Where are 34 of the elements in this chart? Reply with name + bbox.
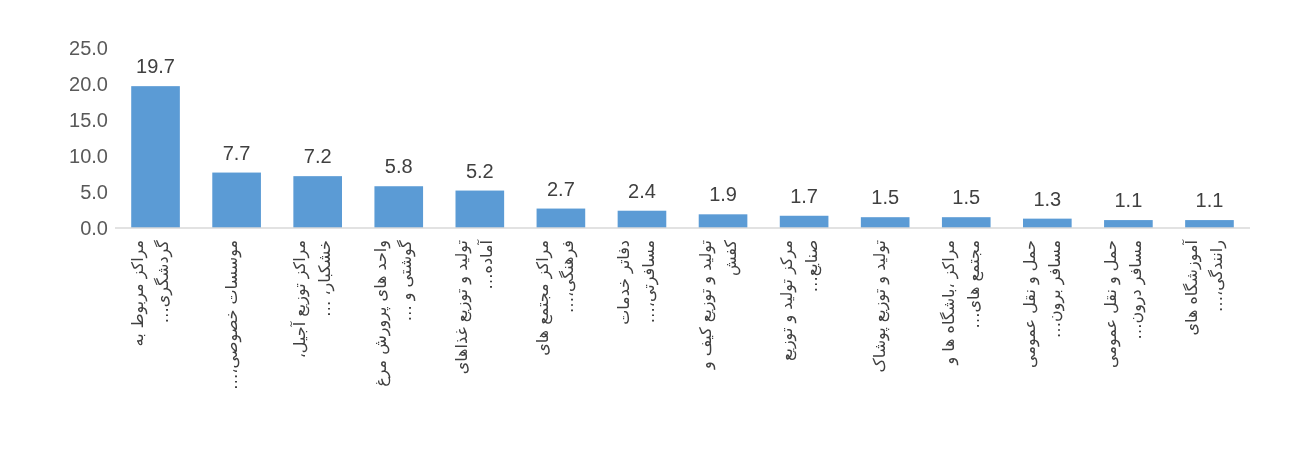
x-tick-label: تولید و توزیع غذاهای آماده… <box>452 238 497 380</box>
data-label: 1.1 <box>1195 189 1224 212</box>
x-tick-label: آموزشگاه های رانندگی،… <box>1181 238 1227 341</box>
data-label: 2.4 <box>628 179 656 202</box>
y-tick-label: 15.0 <box>69 109 108 131</box>
x-tick-label: موسسات خصوصی،… <box>221 240 242 390</box>
x-tick-label: واحد های پرورش مرغ گوشتی و … <box>371 239 417 392</box>
x-tick-label: مراکز مربوط به گردشگری… <box>128 239 174 352</box>
data-label: 2.7 <box>546 177 575 200</box>
y-tick-label: 20.0 <box>69 73 108 95</box>
data-label: 5.8 <box>384 155 413 178</box>
data-label: 1.5 <box>871 186 900 209</box>
data-label: 1.7 <box>790 184 819 207</box>
x-tick-label: حمل و نقل عمومی مسافر برون… <box>1019 240 1065 373</box>
x-tick-label: حمل و نقل عمومی مسافر درون… <box>1100 240 1146 373</box>
data-label: 19.7 <box>136 55 175 78</box>
y-tick-label: 10.0 <box>69 145 108 167</box>
data-label: 5.2 <box>465 159 494 182</box>
data-label: 1.5 <box>952 186 981 209</box>
y-tick-label: 0.0 <box>80 217 108 239</box>
x-tick-label: مرکز تولید و توزیع صنایع… <box>776 240 822 367</box>
x-tick-label: مراکز ،باشگاه ها و مجتمع های… <box>938 240 984 370</box>
x-tick-label: مراکز توزیع آجیل، خشکبار، … <box>290 240 336 364</box>
x-tick-label: مراکز مجتمع های فرهنگی،… <box>533 240 579 361</box>
data-label: 1.1 <box>1114 189 1143 212</box>
data-label: 1.3 <box>1033 187 1062 210</box>
x-tick-label: تولید و توزیع پوشاک <box>870 240 891 373</box>
y-tick-label: 25.0 <box>69 37 108 59</box>
data-label: 1.9 <box>709 183 737 206</box>
x-tick-label: دفاتر خدمات مسافرتی،… <box>614 240 660 330</box>
data-label: 7.2 <box>303 145 332 168</box>
data-label: 7.7 <box>222 141 251 164</box>
x-tick-label: تولید و توزیع کیف و کفش <box>695 239 741 375</box>
y-tick-label: 5.0 <box>80 181 108 203</box>
